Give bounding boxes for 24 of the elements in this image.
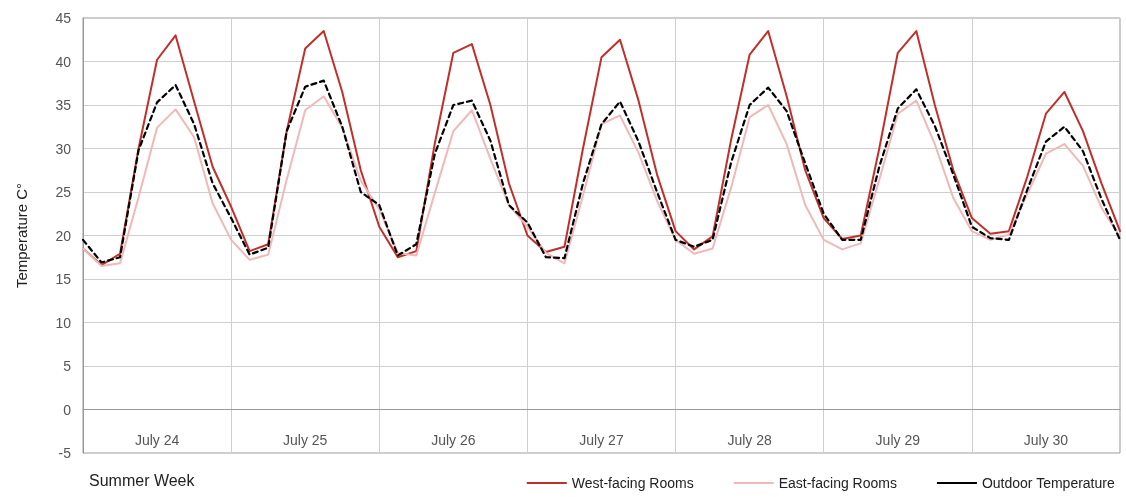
y-tick-label: 45 — [55, 10, 72, 26]
x-tick-label: July 26 — [431, 432, 476, 448]
x-tick-label: July 28 — [727, 432, 773, 448]
legend-label: Outdoor Temperature — [981, 475, 1115, 491]
y-tick-label: 25 — [55, 184, 72, 200]
y-tick-label: 30 — [55, 140, 72, 157]
x-tick-label: July 27 — [579, 432, 624, 448]
y-tick-label: 35 — [55, 97, 72, 113]
legend-label: West-facing Rooms — [571, 475, 694, 491]
x-tick-label: July 25 — [283, 432, 328, 448]
y-tick-label: 15 — [55, 271, 72, 287]
y-tick-label: -5 — [58, 445, 72, 461]
y-tick-label: 20 — [55, 227, 72, 244]
y-tick-label: 40 — [55, 53, 72, 70]
x-axis-title: Summer Week — [89, 471, 196, 489]
x-tick-label: July 29 — [875, 432, 921, 448]
y-axis-title: Temperature C° — [13, 182, 30, 289]
y-tick-label: 5 — [63, 358, 72, 374]
y-tick-label: 0 — [63, 401, 72, 418]
legend-label: East-facing Rooms — [778, 475, 897, 491]
line-series — [82, 30, 1121, 267]
x-tick-label: July 24 — [134, 432, 180, 448]
x-tick-label: July 30 — [1023, 432, 1069, 448]
y-tick-label: 10 — [55, 314, 72, 331]
